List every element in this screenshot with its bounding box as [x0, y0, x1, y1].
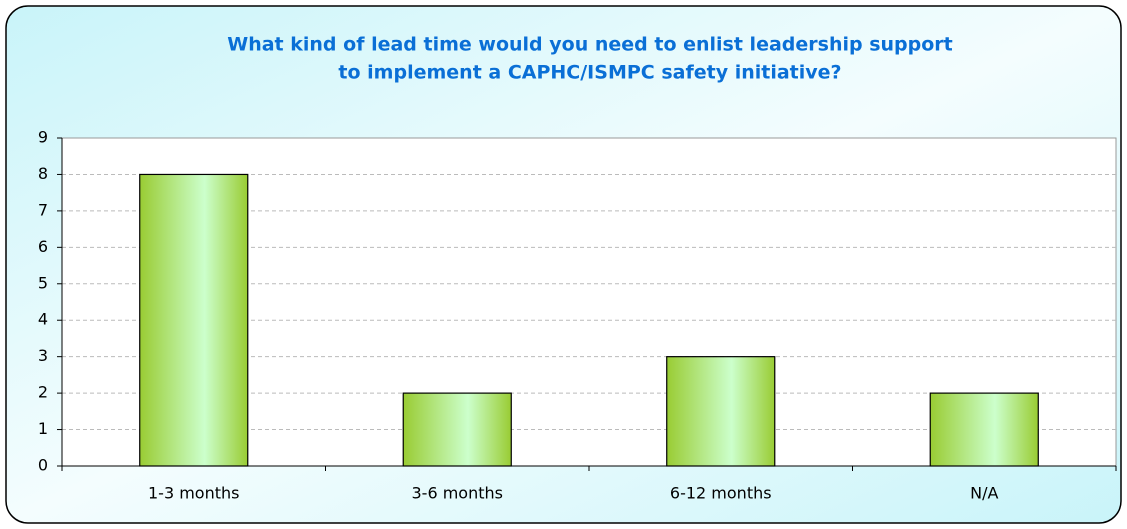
y-tick-label: 7 — [38, 200, 48, 219]
chart-title: to implement a CAPHC/ISMPC safety initia… — [338, 62, 841, 84]
y-tick-label: 1 — [38, 419, 48, 438]
y-tick-label: 9 — [38, 128, 48, 147]
bar — [402, 392, 512, 467]
y-tick-label: 2 — [38, 383, 48, 402]
y-tick-label: 8 — [38, 164, 48, 183]
y-tick-label: 0 — [38, 456, 48, 475]
bar — [929, 392, 1039, 467]
x-tick-label: 1-3 months — [148, 484, 239, 503]
bar — [666, 356, 776, 467]
bar — [139, 173, 249, 467]
y-tick-label: 3 — [38, 346, 48, 365]
y-tick-label: 5 — [38, 273, 48, 292]
x-tick-label: 6-12 months — [670, 484, 772, 503]
chart-title: What kind of lead time would you need to… — [227, 34, 953, 56]
y-tick-label: 4 — [38, 310, 48, 329]
x-tick-label: N/A — [970, 484, 998, 503]
y-tick-label: 6 — [38, 237, 48, 256]
x-tick-label: 3-6 months — [412, 484, 503, 503]
